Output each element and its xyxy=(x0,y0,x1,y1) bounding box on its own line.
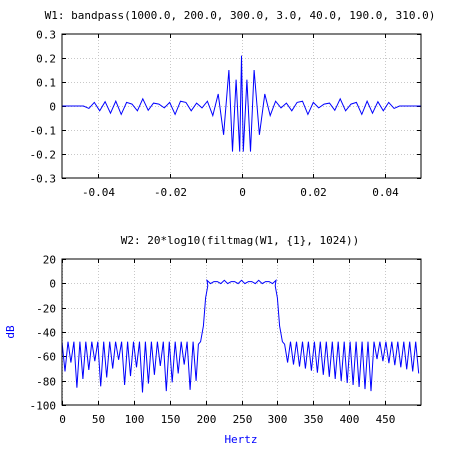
freq-chart-x-axis-label: Hertz xyxy=(224,433,257,446)
c1-xtick-label: -0.02 xyxy=(154,186,187,199)
c1-ytick-label: 0 xyxy=(49,101,56,114)
c2-ytick-label: -40 xyxy=(36,327,56,340)
c2-xtick-label: 200 xyxy=(197,413,217,426)
time-chart-frame xyxy=(61,33,422,179)
freq-chart-title: W2: 20*log10(filtmag(W1, {1}, 1024)) xyxy=(121,234,359,247)
c2-ytick-label: -60 xyxy=(36,351,56,364)
c1-ytick-label: -0.1 xyxy=(30,125,57,138)
c2-xtick-label: 150 xyxy=(161,413,181,426)
c2-xtick-label: 100 xyxy=(125,413,145,426)
c1-ytick-label: -0.3 xyxy=(30,173,57,186)
time-chart-title: W1: bandpass(1000.0, 200.0, 300.0, 3.0, … xyxy=(45,9,436,22)
frequency-response-chart: W2: 20*log10(filtmag(W1, {1}, 1024)) 200… xyxy=(4,234,422,446)
c2-ytick-label: -20 xyxy=(36,303,56,316)
c1-ytick-label: 0.1 xyxy=(36,77,56,90)
freq-chart-frame xyxy=(61,258,422,406)
c2-xtick-label: 450 xyxy=(376,413,396,426)
c1-xtick-label: 0.04 xyxy=(372,186,399,199)
time-chart-ticks: 0.3 0.2 0.1 0 -0.1 -0.2 -0.3 -0.04 -0.02 0 0.02 0.0… xyxy=(30,29,421,199)
c2-xtick-label: 0 xyxy=(59,413,66,426)
c1-ytick-label: 0.2 xyxy=(36,53,56,66)
c2-ytick-label: -100 xyxy=(30,400,57,413)
time-domain-chart: W1: bandpass(1000.0, 200.0, 300.0, 3.0, … xyxy=(30,9,436,199)
c1-xtick-label: 0.02 xyxy=(300,186,327,199)
freq-chart-series-line xyxy=(61,278,420,393)
c2-ytick-label: -80 xyxy=(36,376,56,389)
c2-ytick-label: 0 xyxy=(49,278,56,291)
c2-xtick-label: 400 xyxy=(340,413,360,426)
c2-xtick-label: 250 xyxy=(233,413,253,426)
c1-ytick-label: -0.2 xyxy=(30,149,57,162)
c2-xtick-label: 50 xyxy=(92,413,105,426)
c2-xtick-label: 350 xyxy=(304,413,324,426)
freq-chart-ticks: 200-20-40-60-80-1000 50 100 150 200 250 300 350… xyxy=(30,254,421,426)
c1-xtick-label: 0 xyxy=(239,186,246,199)
time-chart-series-line xyxy=(62,55,421,152)
c2-ytick-label: 20 xyxy=(43,254,56,267)
c2-xtick-label: 300 xyxy=(268,413,288,426)
c1-ytick-label: 0.3 xyxy=(36,29,56,42)
freq-chart-y-axis-label: dB xyxy=(4,325,17,339)
c1-xtick-label: -0.04 xyxy=(82,186,115,199)
